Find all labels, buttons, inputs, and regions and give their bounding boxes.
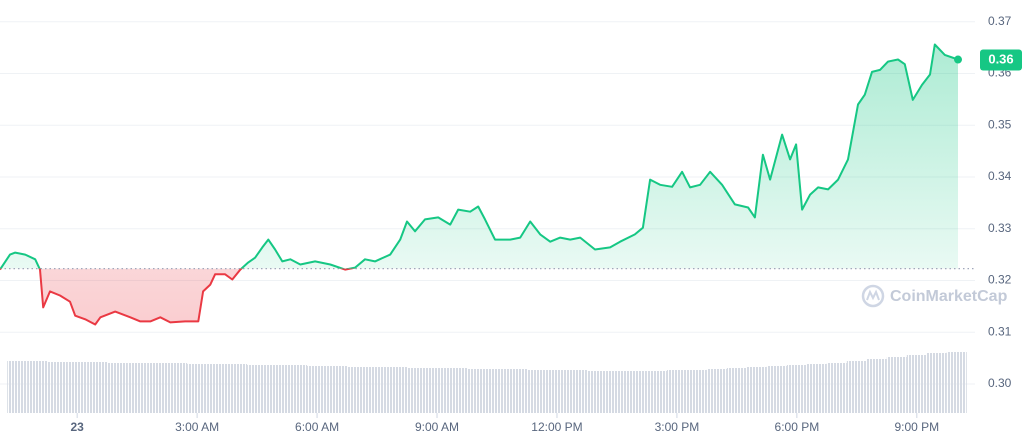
volume-bar bbox=[247, 365, 268, 413]
volume-bar bbox=[167, 363, 188, 413]
x-tick-label: 3:00 AM bbox=[175, 420, 219, 434]
volume-bar bbox=[646, 371, 667, 413]
watermark: CoinMarketCap bbox=[861, 284, 1008, 308]
volume-bar bbox=[586, 371, 607, 413]
volume-bar bbox=[926, 353, 947, 413]
price-tag-label: 0.36 bbox=[988, 51, 1013, 66]
y-tick-label: 0.31 bbox=[988, 324, 1012, 338]
y-tick-label: 0.34 bbox=[988, 169, 1012, 183]
area-below bbox=[0, 268, 351, 325]
price-tag bbox=[980, 49, 1022, 71]
x-tick-label: 6:00 PM bbox=[775, 420, 820, 434]
volume-bar bbox=[806, 364, 827, 413]
volume-bar bbox=[526, 370, 547, 413]
volume-bar bbox=[107, 363, 128, 413]
volume-bar bbox=[886, 357, 907, 413]
y-tick-label: 0.33 bbox=[988, 221, 1012, 235]
y-tick-label: 0.32 bbox=[988, 273, 1012, 287]
volume-bar bbox=[746, 367, 767, 413]
volume-bar bbox=[566, 370, 587, 413]
volume-bar bbox=[267, 365, 288, 413]
y-tick-label: 0.30 bbox=[988, 376, 1012, 390]
volume-bar bbox=[786, 365, 807, 413]
x-tick-label: 3:00 PM bbox=[655, 420, 700, 434]
volume-bar bbox=[87, 362, 108, 413]
volume-bar bbox=[486, 369, 507, 413]
price-line-below bbox=[0, 268, 356, 326]
volume-bar bbox=[367, 367, 388, 413]
volume-bar bbox=[127, 363, 148, 413]
volume-bar bbox=[866, 359, 887, 413]
volume-bar bbox=[147, 363, 168, 413]
y-tick-label: 0.35 bbox=[988, 117, 1012, 131]
volume-bar bbox=[227, 364, 248, 413]
x-tick-label: 12:00 PM bbox=[531, 420, 582, 434]
volume-bar bbox=[546, 370, 567, 413]
volume-bar bbox=[47, 362, 68, 413]
volume-bar bbox=[207, 364, 228, 413]
volume-bar bbox=[826, 363, 847, 413]
x-tick-label: 9:00 AM bbox=[415, 420, 459, 434]
volume-bar bbox=[427, 368, 448, 413]
volume-bar bbox=[946, 352, 967, 413]
volume-bar bbox=[447, 368, 468, 413]
volume-bar bbox=[846, 361, 867, 413]
watermark-text: CoinMarketCap bbox=[890, 288, 1008, 305]
x-tick-label: 23 bbox=[70, 420, 84, 434]
volume-bar bbox=[327, 366, 348, 413]
price-line-above bbox=[0, 43, 959, 269]
volume-bar bbox=[67, 362, 88, 413]
volume-bar bbox=[347, 367, 368, 413]
volume-bar bbox=[307, 366, 328, 413]
volume-bar bbox=[467, 369, 487, 413]
volume-bar bbox=[187, 364, 208, 413]
area-above bbox=[0, 44, 958, 269]
volume-bar bbox=[287, 365, 308, 413]
last-point bbox=[954, 55, 963, 64]
x-tick-label: 9:00 PM bbox=[894, 420, 939, 434]
volume-bar bbox=[506, 369, 527, 413]
volume-bar bbox=[906, 355, 927, 413]
volume-bar bbox=[686, 370, 707, 413]
volume-bar bbox=[626, 371, 647, 413]
volume-bar bbox=[387, 367, 408, 413]
volume-bar bbox=[27, 361, 48, 413]
volume-bar bbox=[766, 366, 787, 413]
volume-bar bbox=[606, 371, 627, 413]
x-tick-label: 6:00 AM bbox=[295, 420, 339, 434]
volume-bar bbox=[407, 368, 428, 413]
volume-bar bbox=[706, 369, 727, 413]
volume-bar bbox=[666, 370, 687, 413]
y-tick-label: 0.37 bbox=[988, 14, 1012, 28]
volume-bar bbox=[726, 368, 747, 413]
volume-bar bbox=[7, 361, 28, 413]
